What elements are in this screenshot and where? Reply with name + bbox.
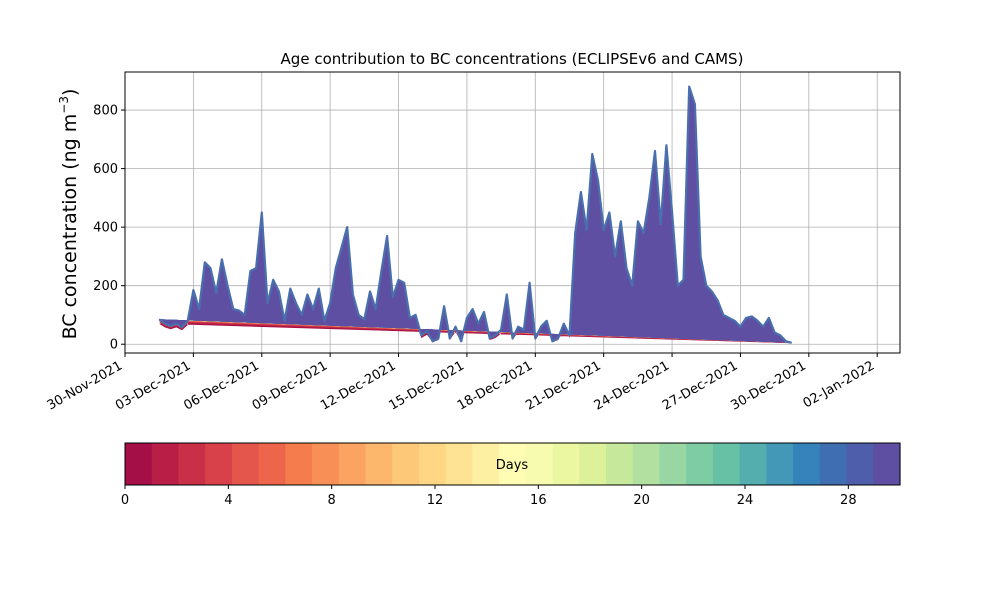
x-tick-label: 12-Dec-2021 [318, 358, 398, 413]
x-tick-label: 15-Dec-2021 [387, 358, 467, 413]
x-tick-label: 02-Jan-2022 [801, 358, 878, 411]
colorbar-swatch [151, 443, 180, 485]
x-axis: 30-Nov-202103-Dec-202106-Dec-202109-Dec-… [45, 353, 878, 414]
colorbar-swatch [579, 443, 607, 485]
y-tick-label: 200 [93, 279, 118, 294]
x-tick-label: 30-Nov-2021 [45, 358, 125, 413]
colorbar-swatch [445, 443, 474, 485]
colorbar-label: Days [496, 458, 529, 473]
y-axis-label-sup: −3 [57, 96, 71, 114]
colorbar-swatch [819, 443, 848, 485]
y-axis-label-main: BC concentration (ng m [59, 114, 81, 340]
colorbar-swatch [739, 443, 767, 485]
total-concentration-line [158, 85, 792, 344]
y-axis-label-close: ) [59, 89, 81, 96]
colorbar-swatches [125, 443, 901, 485]
plot-background [125, 72, 900, 353]
x-tick-label: 03-Dec-2021 [113, 358, 193, 413]
colorbar-swatch [258, 443, 286, 485]
colorbar-swatch [365, 443, 393, 485]
plot-area [124, 71, 901, 354]
colorbar-swatch [766, 443, 794, 485]
colorbar-swatch [606, 443, 634, 485]
y-axis: 0 200 400 600 800 [93, 104, 125, 353]
x-tick-label: 24-Dec-2021 [592, 358, 672, 413]
colorbar-swatch [285, 443, 313, 485]
colorbar-tick-label: 0 [121, 493, 129, 508]
y-tick-label: 600 [93, 162, 118, 177]
x-tick-label: 21-Dec-2021 [523, 358, 603, 413]
x-tick-label: 09-Dec-2021 [250, 358, 330, 413]
y-tick-label: 800 [93, 104, 118, 119]
plot-frame [124, 71, 901, 354]
colorbar-swatch [472, 443, 500, 485]
colorbar-swatch [178, 443, 206, 485]
colorbar-swatch [552, 443, 580, 485]
colorbar-ticks: 0 4 8 12 16 20 24 28 [121, 485, 857, 508]
colorbar-frame [124, 442, 901, 486]
y-tick-label: 400 [93, 221, 118, 236]
colorbar-swatch [312, 443, 340, 485]
chart-title: Age contribution to BC concentrations (E… [281, 50, 744, 68]
x-tick-label: 30-Dec-2021 [728, 358, 808, 413]
colorbar-swatch [125, 443, 153, 485]
colorbar-swatch [392, 443, 420, 485]
colorbar-tick-label: 28 [840, 493, 857, 508]
colorbar-swatch [686, 443, 714, 485]
x-tick-label: 27-Dec-2021 [660, 358, 740, 413]
x-tick-label: 06-Dec-2021 [181, 358, 261, 413]
x-tick-label: 18-Dec-2021 [455, 358, 535, 413]
colorbar-tick-label: 16 [530, 493, 547, 508]
y-axis-label: BC concentration (ng m−3) [57, 89, 81, 340]
colorbar-swatch [231, 443, 260, 485]
colorbar-swatch [418, 443, 447, 485]
colorbar-swatch [873, 443, 901, 485]
colorbar-tick-label: 20 [633, 493, 650, 508]
colorbar-tick-label: 4 [224, 493, 232, 508]
colorbar-tick-label: 12 [427, 493, 444, 508]
colorbar-swatch [525, 443, 554, 485]
colorbar: Days 0 4 8 12 16 20 24 28 [121, 442, 901, 508]
colorbar-swatch [205, 443, 233, 485]
colorbar-swatch [499, 443, 527, 485]
y-tick-label: 0 [110, 338, 118, 353]
colorbar-swatch [793, 443, 821, 485]
colorbar-swatch [712, 443, 741, 485]
colorbar-swatch [338, 443, 367, 485]
colorbar-swatch [846, 443, 874, 485]
colorbar-swatch [632, 443, 661, 485]
colorbar-tick-label: 8 [328, 493, 336, 508]
colorbar-swatch [659, 443, 687, 485]
colorbar-tick-label: 24 [737, 493, 754, 508]
